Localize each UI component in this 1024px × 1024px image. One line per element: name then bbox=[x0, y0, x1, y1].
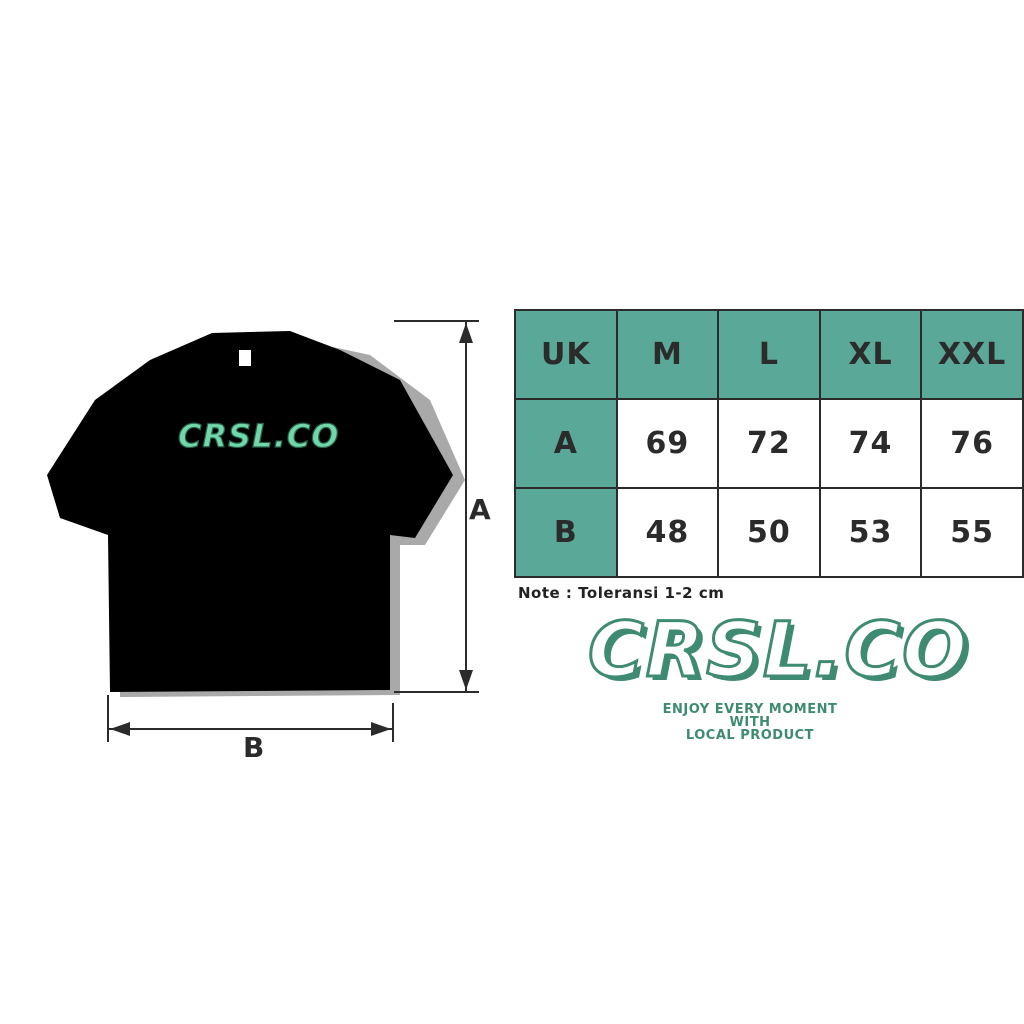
shirt-tag bbox=[239, 350, 251, 366]
tagline-line-3: LOCAL PRODUCT bbox=[685, 728, 815, 743]
table-cell: 69 bbox=[615, 398, 720, 489]
header-cell-m: M bbox=[615, 309, 720, 400]
table-cell: 72 bbox=[717, 398, 821, 489]
row-label: B bbox=[514, 487, 618, 578]
brand-logo: CRSL.CO bbox=[587, 605, 969, 694]
dimension-a-label: A bbox=[469, 493, 491, 526]
table-row: A 69 72 74 76 bbox=[514, 398, 1024, 489]
header-cell-xxl: XXL bbox=[920, 309, 1024, 400]
header-cell-xl: XL bbox=[818, 309, 923, 400]
shirt-body bbox=[47, 331, 453, 692]
tagline-line-2: WITH bbox=[729, 715, 771, 730]
shirt-print-logo: CRSL.CO bbox=[177, 417, 340, 455]
table-cell: 50 bbox=[717, 487, 821, 578]
dimension-a-arrow bbox=[394, 320, 479, 693]
table-cell: 53 bbox=[818, 487, 923, 578]
table-cell: 76 bbox=[920, 398, 1024, 489]
header-cell-l: L bbox=[717, 309, 821, 400]
table-cell: 55 bbox=[920, 487, 1024, 578]
table-cell: 48 bbox=[615, 487, 720, 578]
size-chart-table: UK M L XL XXL A 69 72 74 76 B 48 50 53 5… bbox=[514, 309, 1024, 578]
tagline-line-1: ENJOY EVERY MOMENT bbox=[662, 702, 838, 717]
table-header-row: UK M L XL XXL bbox=[514, 309, 1024, 400]
tolerance-note: Note : Toleransi 1-2 cm bbox=[518, 584, 725, 602]
row-label: A bbox=[514, 398, 618, 489]
header-cell-uk: UK bbox=[514, 309, 618, 400]
dimension-b-label: B bbox=[243, 731, 265, 764]
table-row: B 48 50 53 55 bbox=[514, 487, 1024, 578]
dimension-b-arrow bbox=[107, 695, 394, 742]
table-cell: 74 bbox=[818, 398, 923, 489]
